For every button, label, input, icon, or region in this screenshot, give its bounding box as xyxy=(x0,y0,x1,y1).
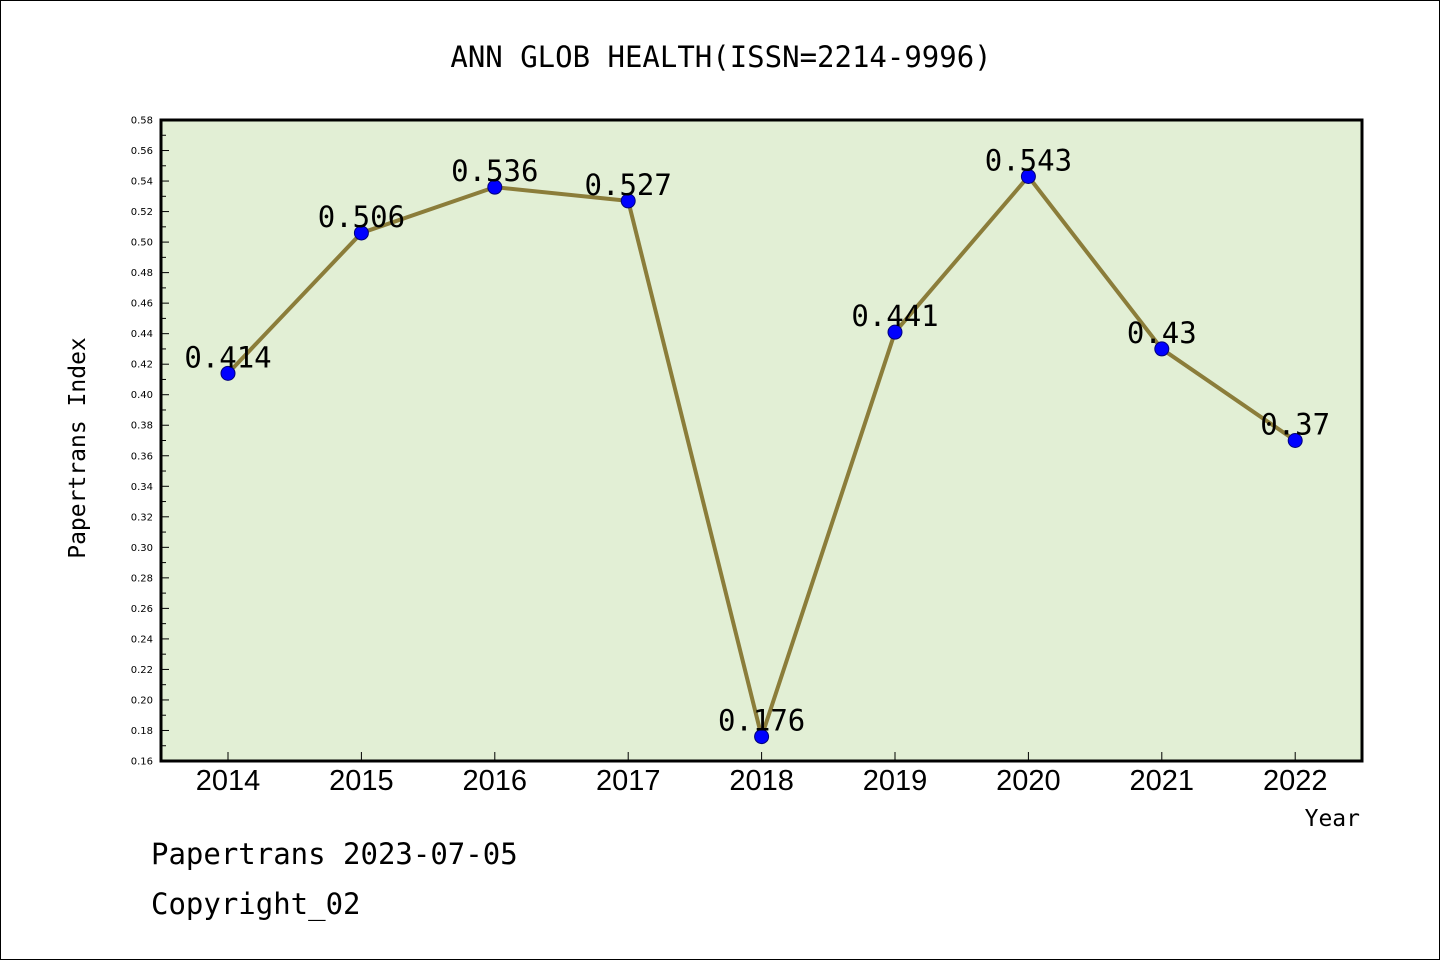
data-label: 0.536 xyxy=(451,154,538,188)
data-label: 0.414 xyxy=(184,340,271,374)
y-tick-label: 0.32 xyxy=(131,512,153,523)
data-point xyxy=(220,365,236,381)
data-point xyxy=(1020,168,1036,184)
y-tick-label: 0.56 xyxy=(131,146,153,157)
data-label: 0.441 xyxy=(851,299,938,333)
data-label: 0.43 xyxy=(1127,316,1197,350)
x-tick-label: 2021 xyxy=(1130,765,1195,797)
y-tick-label: 0.40 xyxy=(131,390,153,401)
y-tick-label: 0.22 xyxy=(131,665,153,676)
data-label: 0.543 xyxy=(985,143,1072,177)
y-tick-label: 0.30 xyxy=(131,543,153,554)
x-tick-label: 2018 xyxy=(729,765,794,797)
y-tick-label: 0.28 xyxy=(131,573,153,584)
data-point xyxy=(620,193,636,209)
y-tick-label: 0.38 xyxy=(131,421,153,432)
data-label: 0.527 xyxy=(585,168,672,202)
y-tick-label: 0.24 xyxy=(131,634,153,645)
x-tick-label: 2020 xyxy=(996,765,1061,797)
y-tick-label: 0.50 xyxy=(131,238,153,249)
footer-date: Papertrans 2023-07-05 xyxy=(151,837,518,871)
data-label: 0.506 xyxy=(318,200,405,234)
data-point xyxy=(1154,341,1170,357)
data-point xyxy=(754,729,770,745)
data-label: 0.176 xyxy=(718,704,805,738)
y-tick-label: 0.48 xyxy=(131,268,153,279)
chart-title: ANN GLOB HEALTH(ISSN=2214-9996) xyxy=(450,40,991,74)
y-tick-label: 0.36 xyxy=(131,451,153,462)
data-label: 0.37 xyxy=(1260,408,1330,442)
y-tick-label: 0.18 xyxy=(131,726,153,737)
x-tick-label: 2017 xyxy=(596,765,661,797)
x-tick-label: 2014 xyxy=(196,765,261,797)
y-tick-label: 0.42 xyxy=(131,360,153,371)
data-point xyxy=(353,225,369,241)
footer-copyright: Copyright_02 xyxy=(151,887,361,921)
x-tick-label: 2019 xyxy=(863,765,928,797)
y-tick-label: 0.20 xyxy=(131,695,153,706)
y-tick-label: 0.52 xyxy=(131,207,153,218)
data-series: 0.414 0.506 0.536 0.527 0.176 0.441 0.543 0.43 0… xyxy=(184,143,1330,745)
y-tick-label: 0.54 xyxy=(131,177,153,188)
x-axis-label: Year xyxy=(1305,806,1360,832)
data-point xyxy=(887,324,903,340)
x-tick-label: 2015 xyxy=(329,765,394,797)
data-point xyxy=(1287,433,1303,448)
y-axis: 0.16 0.18 0.20 0.22 0.24 0.26 0.28 0.30 0.32 0.34… xyxy=(131,116,169,768)
x-tick-label: 2022 xyxy=(1263,765,1328,797)
y-tick-label: 0.26 xyxy=(131,604,153,615)
y-tick-label: 0.16 xyxy=(131,757,153,768)
x-tick-label: 2016 xyxy=(463,765,528,797)
y-axis-label: Papertrans Index xyxy=(65,337,91,559)
y-tick-label: 0.58 xyxy=(131,116,153,127)
y-tick-label: 0.46 xyxy=(131,299,153,310)
data-point xyxy=(487,179,503,195)
y-tick-label: 0.34 xyxy=(131,482,153,493)
x-axis: 2014 2015 2016 2017 2018 2019 2020 2021 2022 xyxy=(196,752,1328,797)
y-tick-label: 0.44 xyxy=(131,329,153,340)
